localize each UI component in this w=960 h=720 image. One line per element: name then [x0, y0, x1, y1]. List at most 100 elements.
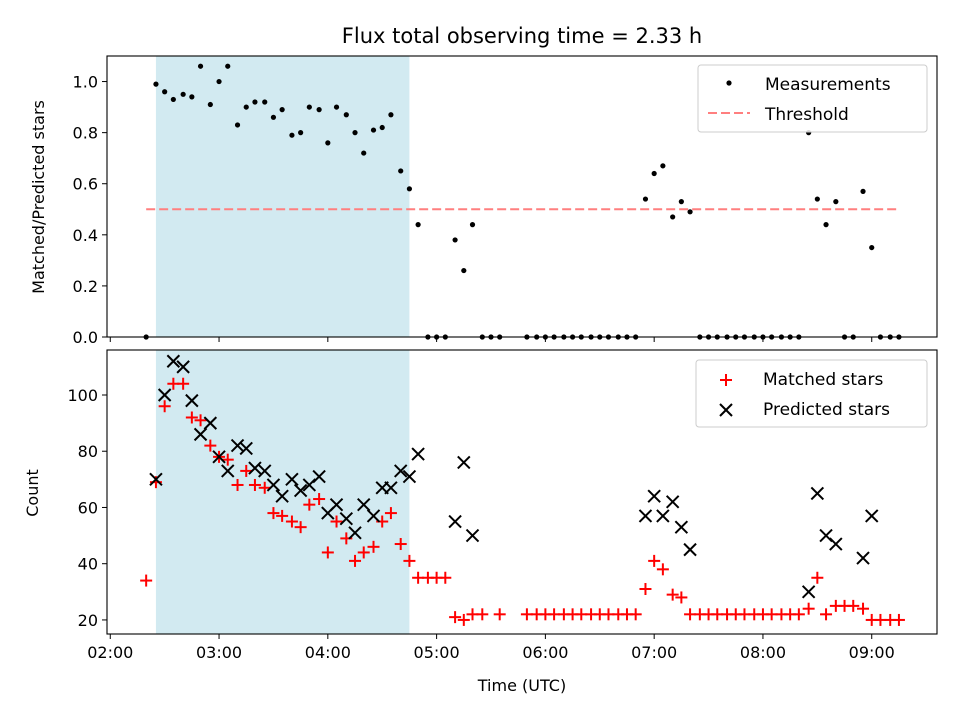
- bottom-y-ticks: 20 40 60 80 100: [67, 386, 107, 630]
- predicted-star-point: [293, 483, 308, 498]
- matched-star-point: [267, 507, 280, 520]
- measurement-point: [687, 209, 693, 215]
- predicted-star-point: [457, 455, 471, 470]
- matched-star-point: [847, 599, 860, 612]
- bottom-legend-box: [695, 359, 928, 428]
- measurement-point: [379, 124, 385, 131]
- measurement-point: [651, 170, 657, 177]
- predicted-star-point: [339, 512, 354, 526]
- bottom-y-tick-label: 40: [78, 555, 98, 574]
- bottom-x-tick-label: 08:00: [740, 643, 786, 662]
- matched-star-point: [240, 464, 253, 477]
- matched-star-point: [629, 608, 642, 621]
- measurement-point: [814, 196, 820, 202]
- predicted-star-point: [683, 542, 697, 557]
- predicted-star-point: [149, 472, 163, 487]
- legend-measurements-marker: [726, 80, 732, 86]
- measurement-point: [153, 81, 159, 87]
- predicted-star-point: [221, 464, 235, 478]
- predicted-star-point: [357, 497, 371, 512]
- predicted-star-point: [312, 469, 326, 484]
- top-y-ticks: 0.0 0.2 0.4 0.6 0.8 1.0: [73, 73, 107, 347]
- matched-star-point: [221, 453, 234, 466]
- bottom-legend: Matched stars Predicted stars: [695, 359, 928, 428]
- predicted-star-point: [394, 464, 408, 478]
- top-y-tick-label: 0.4: [73, 226, 98, 245]
- legend-predicted-label: Predicted stars: [763, 400, 890, 420]
- predicted-star-point: [856, 551, 870, 565]
- bottom-y-tick-label: 60: [78, 498, 98, 517]
- matched-star-point: [639, 583, 652, 596]
- bottom-axes-frame: [106, 349, 938, 635]
- matched-star-point: [656, 563, 669, 576]
- measurement-point: [298, 130, 304, 136]
- measurement-point: [670, 214, 676, 220]
- matched-star-point: [675, 591, 688, 604]
- bottom-x-tick-label: 04:00: [305, 643, 351, 662]
- measurement-point: [388, 112, 394, 118]
- top-panel: Flux total observing time = 2.33 h 0.00.…: [29, 24, 938, 347]
- measurement-point: [262, 99, 268, 105]
- predicted-star-point: [829, 537, 843, 551]
- top-y-tick-label: 0.2: [73, 277, 98, 296]
- matched-star-point: [357, 546, 370, 559]
- matched-star-point: [158, 400, 171, 413]
- predicted-star-point: [865, 509, 879, 523]
- top-panel-title: Flux total observing time = 2.33 h: [342, 24, 702, 48]
- bottom-x-tick-label: 09:00: [849, 643, 895, 662]
- predicted-star-point: [810, 486, 825, 501]
- matched-star-point: [403, 554, 416, 567]
- measurement-point: [197, 63, 204, 69]
- matched-star-point: [285, 515, 298, 528]
- predicted-star-point: [275, 489, 289, 503]
- top-legend: Measurements Threshold: [697, 64, 928, 133]
- measurement-points: [143, 63, 902, 340]
- predicted-star-point: [801, 585, 816, 599]
- predicted-star-point: [230, 438, 245, 453]
- matched-star-point: [231, 478, 244, 491]
- bottom-x-tick-label: 05:00: [414, 643, 460, 662]
- matched-star-point: [321, 546, 334, 559]
- measurement-point: [452, 237, 458, 243]
- predicted-star-point: [193, 427, 208, 442]
- matched-star-point: [294, 521, 307, 534]
- bottom-y-axis-label: Count: [23, 469, 42, 517]
- measurement-point: [398, 168, 404, 174]
- matched-star-point: [802, 602, 815, 615]
- matched-star-point: [449, 611, 462, 624]
- matched-star-point: [185, 411, 198, 424]
- top-legend-box: [697, 64, 928, 133]
- bottom-x-tick-label: 06:00: [522, 643, 568, 662]
- measurement-point: [361, 150, 367, 156]
- measurement-point: [225, 63, 231, 69]
- matched-star-point: [258, 481, 271, 494]
- measurement-point: [189, 94, 195, 100]
- matched-star-point: [457, 613, 470, 626]
- measurement-point: [180, 91, 186, 97]
- matched-star-point: [384, 507, 397, 520]
- bottom-panel: 20 40 60 80 100 02:00 03:00 04:00 05:00 06:00 07:…: [23, 349, 938, 695]
- top-y-tick-label: 0.6: [73, 175, 98, 194]
- measurement-point: [660, 163, 666, 169]
- matched-star-point: [811, 571, 824, 584]
- predicted-star-point: [157, 388, 172, 402]
- measurement-point: [823, 222, 829, 228]
- predicted-star-point: [402, 469, 417, 484]
- measurement-point: [316, 107, 322, 113]
- bottom-y-tick-label: 80: [78, 442, 98, 461]
- bottom-highlight-span: [155, 350, 410, 634]
- legend-predicted-marker: [719, 403, 733, 417]
- bottom-y-tick-label: 20: [78, 611, 98, 630]
- predicted-star-point: [674, 520, 689, 534]
- measurement-point: [469, 222, 476, 228]
- predicted-star-point: [266, 478, 281, 492]
- predicted-star-point: [185, 393, 199, 408]
- measurement-point: [216, 78, 222, 85]
- matched-stars-points: [140, 377, 905, 626]
- bottom-x-tick-label: 02:00: [87, 643, 133, 662]
- predicted-stars-points: [149, 354, 879, 599]
- legend-matched-marker: [720, 374, 732, 386]
- predicted-star-point: [285, 472, 299, 487]
- top-y-tick-label: 0.8: [73, 124, 98, 143]
